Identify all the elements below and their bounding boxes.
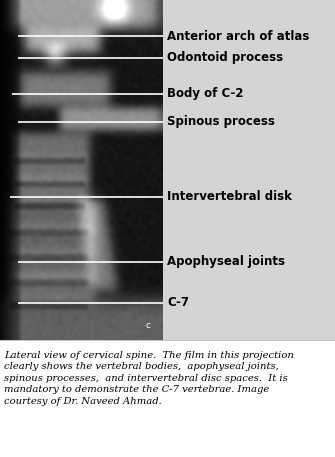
Text: Anterior arch of atlas: Anterior arch of atlas <box>167 30 310 43</box>
Text: Apophyseal joints: Apophyseal joints <box>167 255 285 269</box>
Text: Odontoid process: Odontoid process <box>167 52 283 64</box>
Bar <box>0 340 335 457</box>
Text: C-7: C-7 <box>167 297 189 309</box>
Text: c: c <box>145 321 150 330</box>
Text: Spinous process: Spinous process <box>167 116 275 128</box>
Bar <box>163 0 335 340</box>
Text: Intervertebral disk: Intervertebral disk <box>167 191 292 203</box>
Text: Lateral view of cervical spine.  The film in this projection
clearly shows the v: Lateral view of cervical spine. The film… <box>4 351 294 406</box>
Text: Body of C-2: Body of C-2 <box>167 87 244 101</box>
